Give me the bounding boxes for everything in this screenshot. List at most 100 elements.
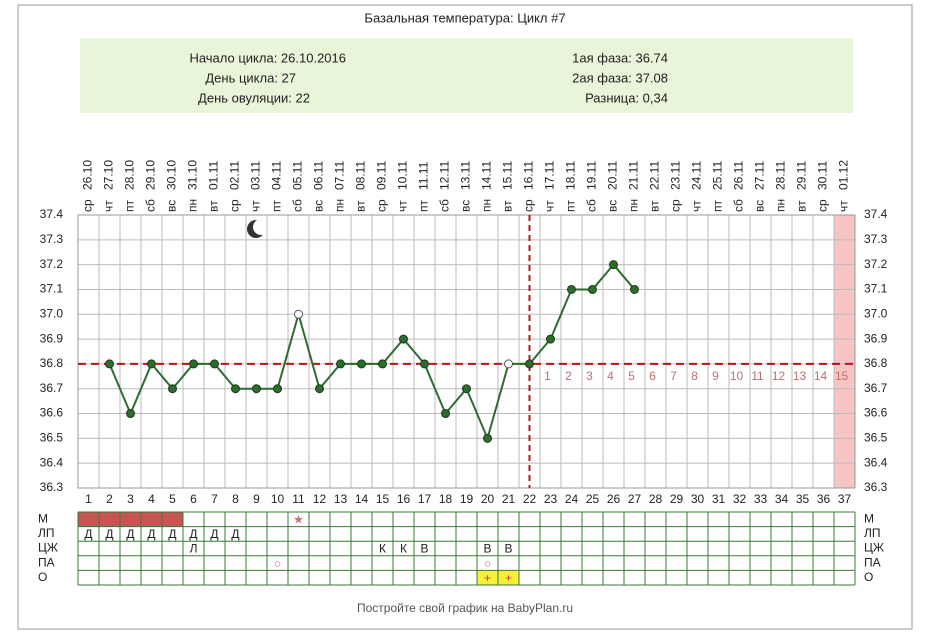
x-tick-label: 33 [754, 492, 768, 506]
date-label: 20.11 [606, 161, 620, 190]
weekday-label: вс [312, 200, 326, 212]
weekday-label: пн [627, 199, 641, 212]
x-tick-label: 2 [106, 492, 113, 506]
y-tick-label: 37.0 [864, 306, 888, 320]
data-point [231, 384, 240, 394]
date-label: 05.11 [291, 161, 305, 190]
info-box [80, 38, 853, 113]
y-tick-label: 36.6 [864, 406, 888, 420]
date-label: 09.11 [375, 161, 389, 190]
data-point [399, 334, 408, 344]
row-fill [498, 570, 519, 585]
y-tick-label: 37.4 [40, 207, 64, 221]
date-label: 12.11 [438, 161, 452, 190]
row-cell: В [483, 542, 491, 556]
row-cell: Д [168, 527, 176, 541]
row-cell: К [400, 542, 407, 556]
date-label: 01.11 [207, 161, 221, 190]
x-tick-label: 34 [775, 492, 789, 506]
y-tick-label: 37.2 [864, 257, 888, 271]
weekday-label: вт [501, 200, 515, 212]
info-text: День цикла: 27 [205, 70, 296, 85]
data-point [147, 359, 156, 369]
row-cell: Д [231, 527, 239, 541]
info-text: 2ая фаза: 37.08 [572, 70, 668, 85]
x-tick-label: 18 [439, 492, 453, 506]
footer: Постройте свой график на BabyPlan.ru [357, 601, 573, 615]
x-tick-label: 19 [460, 492, 474, 506]
weekday-label: вт [207, 200, 221, 212]
date-label: 25.11 [711, 161, 725, 190]
phase-day: 15 [835, 369, 849, 383]
x-tick-label: 20 [481, 492, 495, 506]
x-tick-label: 26 [607, 492, 621, 506]
row-cell: ★ [293, 512, 304, 526]
phase-day: 10 [730, 369, 744, 383]
data-point [252, 384, 261, 394]
row-fill [99, 512, 120, 527]
date-label: 04.11 [270, 161, 284, 190]
phase-day: 13 [793, 369, 807, 383]
date-label: 26.11 [732, 161, 746, 190]
x-tick-label: 3 [127, 492, 134, 506]
row-cell: Д [126, 527, 134, 541]
y-tick-label: 37.3 [40, 232, 64, 246]
x-tick-label: 21 [502, 492, 516, 506]
weekday-label: чт [396, 200, 410, 212]
date-label: 14.11 [480, 161, 494, 190]
x-tick-label: 5 [169, 492, 176, 506]
data-point [273, 384, 282, 394]
row-fill [141, 512, 162, 527]
y-tick-label: 36.3 [864, 480, 888, 494]
date-label: 26.10 [81, 160, 95, 190]
date-label: 17.11 [543, 161, 557, 190]
x-tick-label: 35 [796, 492, 810, 506]
y-tick-label: 36.8 [864, 356, 888, 370]
weekday-label: пт [123, 200, 137, 212]
data-point [588, 284, 597, 294]
weekday-label: чт [690, 200, 704, 212]
weekday-label: пн [774, 199, 788, 212]
x-tick-label: 25 [586, 492, 600, 506]
y-tick-label: 36.5 [40, 431, 64, 445]
y-tick-label: 36.7 [864, 381, 888, 395]
x-tick-label: 36 [817, 492, 831, 506]
weekday-label: пт [417, 200, 431, 212]
row-fill [78, 512, 99, 527]
date-label: 18.11 [564, 161, 578, 190]
date-label: 29.10 [144, 160, 158, 190]
weekday-label: чт [249, 200, 263, 212]
x-tick-label: 15 [376, 492, 390, 506]
data-point [210, 359, 219, 369]
date-label: 11.11 [417, 161, 431, 190]
weekday-label: ср [816, 199, 830, 212]
weekday-label: вт [795, 200, 809, 212]
weekday-label: вс [165, 200, 179, 212]
weekday-label: чт [837, 200, 851, 212]
date-label: 30.11 [816, 161, 830, 190]
date-label: 15.11 [501, 161, 515, 190]
y-tick-label: 36.9 [40, 331, 64, 345]
x-tick-label: 29 [670, 492, 684, 506]
data-point [105, 359, 114, 369]
chart-title: Базальная температура: Цикл #7 [364, 10, 565, 25]
weekday-label: вт [648, 200, 662, 212]
row-fill [120, 512, 141, 527]
data-point [357, 359, 366, 369]
x-tick-label: 30 [691, 492, 705, 506]
row-fill [477, 570, 498, 585]
row-cell: Д [105, 527, 113, 541]
phase-day: 11 [751, 369, 764, 383]
phase-day: 1 [544, 369, 551, 383]
weekday-label: ср [81, 199, 95, 212]
row-label: О [38, 570, 47, 584]
x-tick-label: 23 [544, 492, 558, 506]
x-tick-label: 31 [712, 492, 726, 506]
date-label: 27.10 [102, 160, 116, 190]
row-label: М [38, 511, 48, 525]
row-label: О [864, 570, 873, 584]
weekday-label: сб [291, 199, 305, 212]
date-label: 07.11 [333, 161, 347, 190]
date-label: 28.11 [774, 161, 788, 190]
